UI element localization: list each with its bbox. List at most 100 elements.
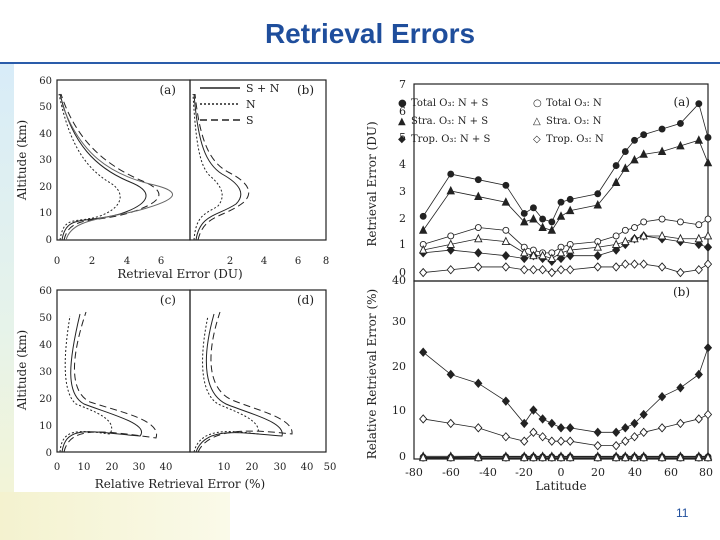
data-point: [639, 230, 648, 240]
top-x-ticks: 0 2 4 6 2 4 6 8: [54, 256, 329, 267]
x-tick: 4: [261, 256, 267, 267]
data-point: [446, 245, 455, 255]
data-point: [593, 250, 602, 261]
data-point: [547, 436, 556, 446]
data-point: [538, 265, 547, 275]
bottom-x-axis-label: Relative Retrieval Error (%): [95, 477, 265, 491]
data-point: [556, 436, 566, 446]
data-point: [520, 265, 529, 275]
data-point: [538, 250, 547, 260]
bottom-x-ticks: 0 10 20 30 40 10 20 30 40 50: [54, 462, 337, 473]
y-tick: 40: [39, 340, 52, 351]
profile-curves: [58, 93, 293, 453]
right-top-y-ticks: 7 6 5 4 3 2 1 0: [399, 78, 406, 279]
data-point: [502, 181, 510, 189]
y-tick: 5: [399, 131, 406, 144]
data-point: [703, 409, 713, 420]
bottom-y-axis-label: Altitude (km): [15, 330, 29, 411]
data-point: [612, 232, 620, 240]
right-x-ticks: -80 -60 -40 -20 0 20 40 60 80: [405, 466, 713, 479]
x-tick: 20: [246, 462, 259, 473]
x-tick: 10: [218, 462, 231, 473]
x-tick: 6: [295, 256, 301, 267]
data-point: [639, 149, 648, 158]
data-point: [694, 265, 703, 275]
panel-c-label: (c): [160, 293, 176, 307]
data-point: [657, 230, 667, 240]
data-point: [547, 418, 556, 429]
data-point: [501, 250, 510, 261]
data-point: [639, 259, 648, 269]
data-point: [447, 232, 455, 240]
data-point: [657, 262, 667, 272]
profile-curve-sn-c: [61, 313, 143, 453]
data-point: [694, 452, 704, 462]
x-tick: 0: [558, 466, 565, 479]
data-point: [694, 369, 703, 380]
data-point: [538, 432, 547, 442]
y-tick: 2: [399, 212, 406, 225]
y-tick: 10: [392, 404, 406, 417]
panel-d-label: (d): [297, 293, 314, 307]
y-tick: 20: [392, 360, 406, 373]
data-point: [630, 233, 639, 243]
data-point: [611, 452, 621, 462]
right-x-axis-label: Latitude: [535, 479, 586, 492]
data-point: [501, 452, 511, 462]
data-point: [694, 233, 704, 243]
data-point: [621, 436, 630, 446]
data-point: [474, 262, 483, 272]
data-point: [694, 414, 703, 424]
x-tick: 4: [124, 256, 130, 267]
data-point: [676, 233, 685, 243]
data-point: [593, 262, 602, 272]
data-point: [676, 452, 685, 462]
data-point: [547, 452, 557, 462]
legend-label: Stra. O₃: N + S: [411, 116, 488, 127]
y-tick: 6: [399, 105, 406, 118]
panel-b-frame: [189, 79, 327, 241]
data-point: [566, 423, 575, 433]
data-point: [538, 452, 547, 462]
x-tick: 60: [664, 466, 678, 479]
data-point: [556, 423, 566, 433]
data-point: [520, 253, 529, 264]
data-point: [676, 140, 685, 150]
legend-label-sn: S + N: [246, 82, 280, 95]
data-point: [621, 148, 629, 155]
data-point: [529, 214, 538, 223]
y-tick: 60: [39, 286, 52, 297]
data-point: [538, 414, 547, 424]
data-point: [630, 154, 639, 164]
profile-curve-sn-b: [193, 93, 242, 241]
top-y-ticks: 60 50 40 30 20 10 0: [39, 76, 52, 246]
panel-b-label-right: (b): [673, 285, 690, 299]
data-point: [547, 253, 557, 262]
data-point: [529, 427, 538, 437]
right-figure: (a) (b) ● Total O₃: N + S ▲ Stra. O₃: N …: [362, 64, 720, 492]
right-legend: ● Total O₃: N + S ▲ Stra. O₃: N + S ◆ Tr…: [398, 98, 604, 145]
data-point: [621, 236, 630, 246]
panel-d-frame: [189, 289, 327, 453]
data-point: [418, 225, 428, 234]
data-point: [556, 265, 566, 275]
x-tick: 80: [699, 466, 713, 479]
data-point: [501, 197, 511, 206]
data-point: [565, 245, 575, 254]
data-point: [640, 218, 648, 226]
data-point: [676, 267, 685, 278]
data-point: [556, 211, 566, 220]
data-point: [703, 242, 713, 252]
profile-curve-extra-a: [61, 103, 173, 241]
y-tick: 0: [46, 235, 52, 246]
slide-number: 11: [676, 506, 689, 520]
x-tick: 2: [227, 256, 233, 267]
profile-curve-sn-a: [59, 93, 147, 241]
x-tick: 30: [133, 462, 146, 473]
panel-b-label: (b): [297, 83, 314, 97]
profile-curve-n-d: [193, 315, 259, 453]
data-point: [703, 343, 713, 353]
data-point: [566, 265, 575, 275]
data-point: [529, 250, 538, 260]
data-point: [474, 248, 483, 258]
